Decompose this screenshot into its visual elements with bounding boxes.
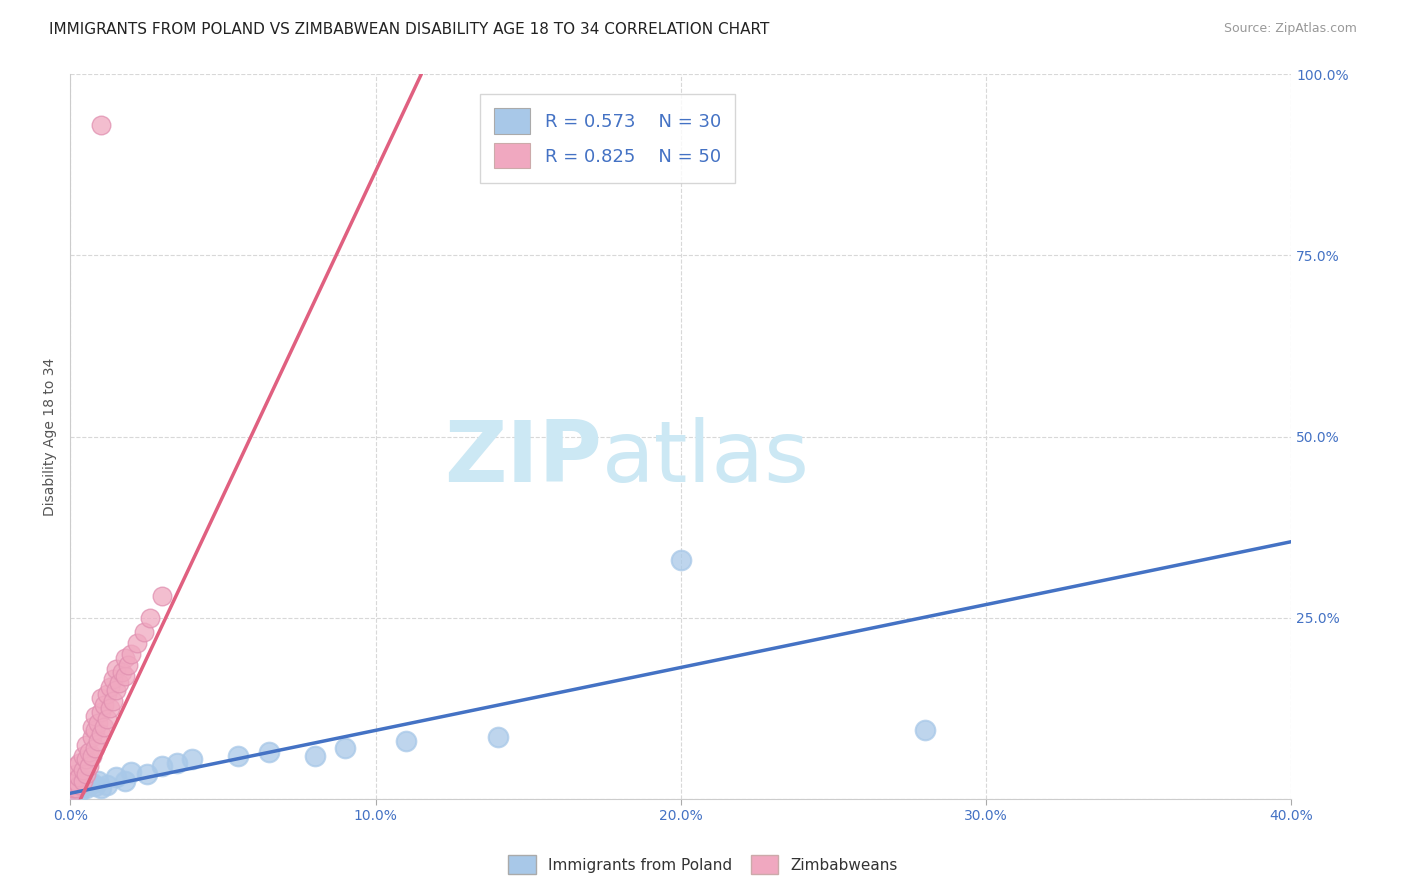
Point [75,752,97,766]
Point [83,708,105,723]
Point [77,759,100,773]
Point [65,759,87,773]
Point [75,773,97,788]
Point [65,781,87,796]
Point [77,778,100,792]
Point [114,669,136,683]
Legend: Immigrants from Poland, Zimbabweans: Immigrants from Poland, Zimbabweans [502,849,904,880]
Point [62,785,84,799]
Point [93,720,115,734]
Point [257,745,280,759]
Point [80,731,103,745]
Point [181,752,204,766]
Point [101,694,124,708]
Point [75,766,97,780]
Point [90,690,112,705]
Point [62,781,84,796]
Point [69,778,91,792]
Point [80,776,103,790]
Text: atlas: atlas [602,417,810,500]
Point [90,705,112,719]
Point [90,118,112,132]
Point [90,781,112,796]
Point [62,783,84,797]
Point [127,636,149,650]
Point [333,741,356,756]
Point [75,781,97,796]
Point [135,766,157,780]
Point [93,698,115,712]
Point [111,665,134,680]
Point [69,778,91,792]
Point [75,738,97,752]
Point [150,759,173,773]
Point [72,763,94,777]
Legend: R = 0.573    N = 30, R = 0.825    N = 50: R = 0.573 N = 30, R = 0.825 N = 50 [479,94,735,183]
Point [914,723,936,738]
Point [98,701,121,715]
Point [69,785,91,799]
Point [114,773,136,788]
Point [96,687,118,701]
Point [114,650,136,665]
Point [105,683,128,698]
Point [87,734,110,748]
Point [96,778,118,792]
Point [65,776,87,790]
Point [669,553,692,567]
Point [138,611,160,625]
Point [96,712,118,726]
Point [105,662,128,676]
Point [150,589,173,603]
Point [62,773,84,788]
Point [77,745,100,759]
Point [80,748,103,763]
Point [486,731,509,745]
Point [120,764,142,779]
Point [108,676,131,690]
Point [65,773,87,788]
Point [72,748,94,763]
Point [69,756,91,770]
Point [90,727,112,741]
Point [83,741,105,756]
Point [304,748,326,763]
Text: IMMIGRANTS FROM POLAND VS ZIMBABWEAN DISABILITY AGE 18 TO 34 CORRELATION CHART: IMMIGRANTS FROM POLAND VS ZIMBABWEAN DIS… [49,22,769,37]
Point [69,770,91,784]
Point [98,680,121,694]
Point [65,766,87,780]
Point [87,715,110,730]
Point [117,657,139,672]
Point [62,778,84,792]
Point [105,770,128,784]
Point [72,773,94,788]
Point [166,756,188,770]
Point [62,779,84,793]
Point [80,720,103,734]
Point [83,723,105,738]
Point [101,673,124,687]
Y-axis label: Disability Age 18 to 34: Disability Age 18 to 34 [44,358,58,516]
Text: ZIP: ZIP [444,417,602,500]
Point [395,734,418,748]
Point [226,748,249,763]
Point [87,773,110,788]
Point [83,779,105,793]
Point [132,625,155,640]
Point [72,779,94,793]
Text: Source: ZipAtlas.com: Source: ZipAtlas.com [1223,22,1357,36]
Point [120,647,142,661]
Point [65,781,87,796]
